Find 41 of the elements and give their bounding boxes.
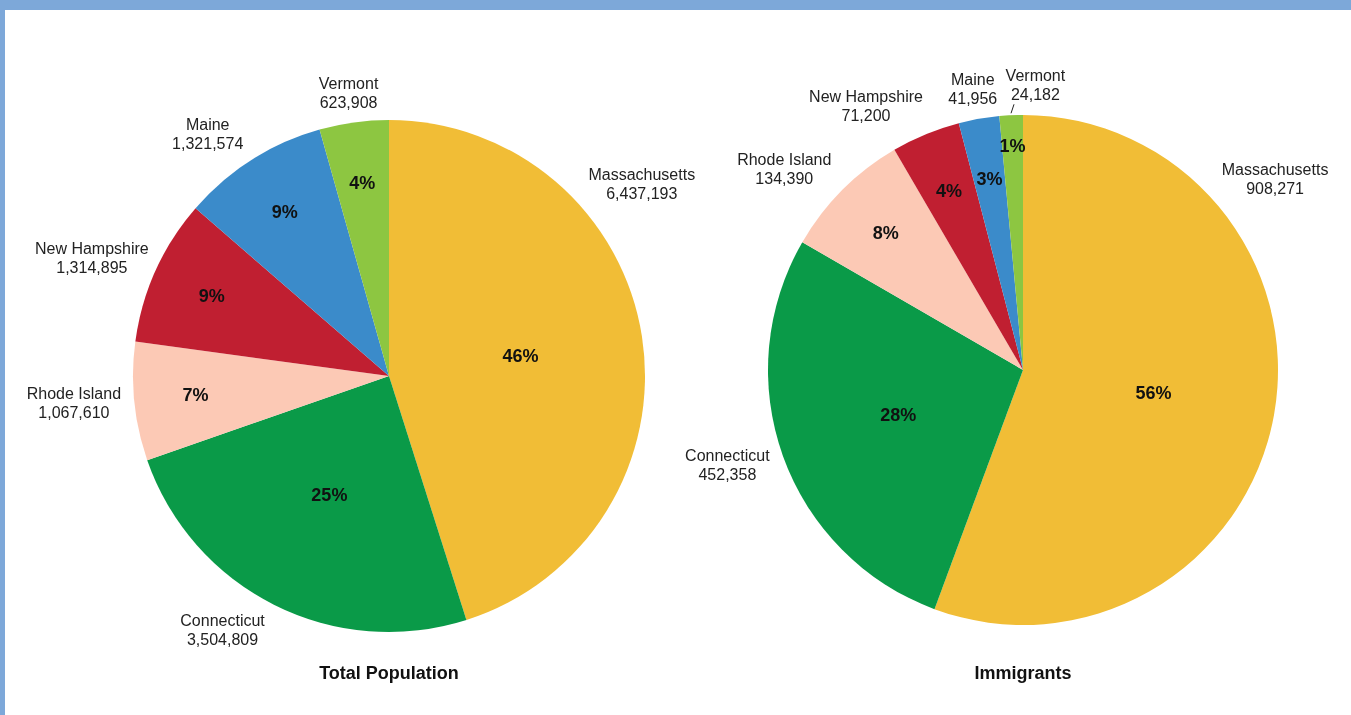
data-label: 908,271 — [1246, 179, 1305, 197]
slice-label: Massachusetts — [1221, 160, 1329, 178]
data-label: 6,437,193 — [606, 185, 678, 203]
text: 46% — [502, 345, 539, 366]
data-label: 1,321,574 — [172, 135, 244, 153]
text: 25% — [311, 485, 348, 506]
data-label: 452,358 — [698, 466, 757, 484]
data-label: 1,314,895 — [56, 258, 128, 276]
data-label: 24,182 — [1010, 86, 1060, 104]
text: 9% — [271, 201, 298, 222]
pie-slice — [147, 376, 467, 632]
slice-label: Rhode Island — [737, 150, 832, 168]
text: 4% — [349, 173, 376, 194]
text: 3% — [976, 169, 1003, 190]
data-label: 134,390 — [755, 169, 814, 187]
slice-label: Massachusetts — [588, 166, 696, 184]
text: 4% — [936, 180, 963, 201]
slice-label: Vermont — [1005, 67, 1066, 85]
data-label: 3,504,809 — [186, 630, 259, 648]
text: Immigrants — [973, 662, 1073, 684]
text: 28% — [880, 404, 917, 425]
pie-slice — [133, 341, 389, 461]
data-label: 41,956 — [948, 90, 998, 108]
slice-label: Maine — [185, 116, 230, 134]
slice-label: New Hampshire — [809, 88, 924, 106]
data-label: 71,200 — [841, 107, 891, 125]
text: 9% — [198, 285, 225, 306]
data-label: 1,067,610 — [38, 404, 110, 422]
slice-label: Vermont — [318, 74, 379, 92]
text: Total Population — [318, 662, 460, 684]
slice-label: Connecticut — [685, 447, 771, 465]
text: 7% — [182, 385, 209, 406]
text: 56% — [1135, 383, 1172, 404]
data-label: 623,908 — [319, 93, 378, 111]
slice-label: Rhode Island — [26, 385, 122, 403]
slice-label: Connecticut — [180, 611, 266, 629]
pie-slice — [319, 120, 389, 376]
text: 8% — [872, 223, 899, 244]
pie-slice — [768, 242, 1023, 610]
slice-label: New Hampshire — [34, 239, 149, 257]
slice-label: Maine — [951, 71, 995, 89]
